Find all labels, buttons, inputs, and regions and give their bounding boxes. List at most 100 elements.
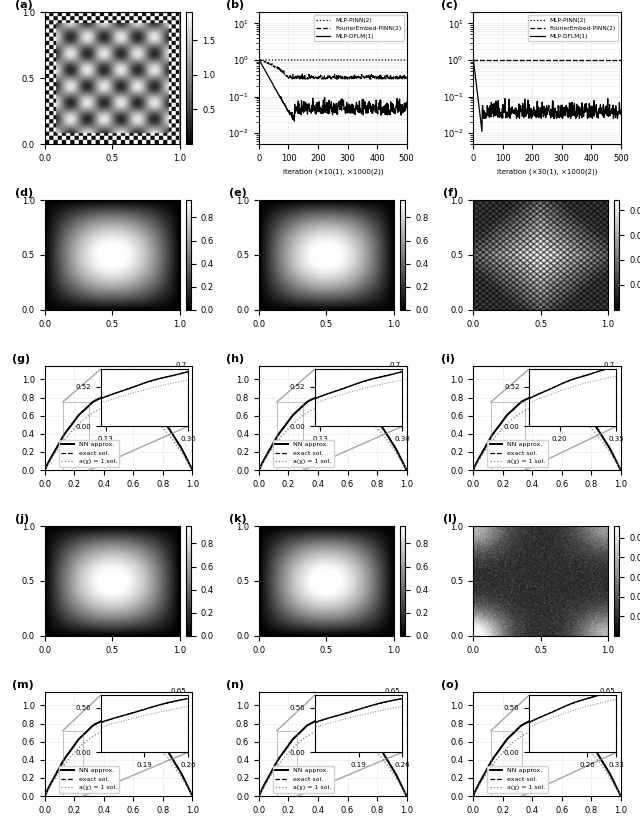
a(χ) = 1 sol.: [343, 726, 351, 736]
Text: (g): (g): [12, 354, 31, 364]
a(χ) = 1 sol.: [112, 400, 120, 410]
MLP-DFLM(1): [591, 109, 598, 119]
NN approx.: [540, 712, 547, 722]
FourierEmbed-PINN(2): [256, 54, 264, 64]
a(χ) = 1 sol.: [469, 791, 477, 801]
NN approx.: [617, 465, 625, 475]
MLP-PINN(2): [400, 55, 408, 65]
Line: exact sol.: exact sol.: [473, 716, 621, 796]
Line: exact sol.: exact sol.: [259, 393, 406, 470]
MLP-DFLM(1): [403, 97, 410, 107]
FourierEmbed-PINN(2): [549, 55, 557, 65]
exact sol.: [329, 388, 337, 398]
NN approx.: [343, 714, 351, 724]
FourierEmbed-PINN(2): [557, 55, 565, 65]
FourierEmbed-PINN(2): [255, 54, 263, 64]
a(χ) = 1 sol.: [129, 403, 137, 412]
exact sol.: [540, 711, 548, 721]
exact sol.: [540, 712, 547, 722]
exact sol.: [543, 388, 550, 398]
a(χ) = 1 sol.: [163, 427, 170, 436]
Legend: NN approx., exact sol., a(χ) = 1 sol.: NN approx., exact sol., a(χ) = 1 sol.: [59, 766, 120, 793]
exact sol.: [557, 714, 565, 724]
NN approx.: [469, 465, 477, 475]
exact sol.: [343, 714, 351, 724]
MLP-PINN(2): [255, 55, 263, 65]
FourierEmbed-PINN(2): [540, 55, 548, 65]
NN approx.: [255, 465, 263, 475]
NN approx.: [118, 388, 125, 398]
FourierEmbed-PINN(2): [398, 74, 406, 84]
Line: a(χ) = 1 sol.: a(χ) = 1 sol.: [259, 728, 406, 796]
MLP-DFLM(1): [376, 103, 384, 113]
exact sol.: [163, 744, 170, 754]
exact sol.: [255, 791, 263, 801]
a(χ) = 1 sol.: [186, 460, 193, 469]
Text: (a): (a): [15, 0, 33, 10]
NN approx.: [614, 459, 621, 469]
NN approx.: [614, 785, 621, 794]
Bar: [63, 731, 83, 796]
exact sol.: [186, 785, 193, 794]
NN approx.: [557, 391, 565, 401]
Line: exact sol.: exact sol.: [45, 393, 193, 470]
MLP-DFLM(1): [550, 106, 557, 116]
Line: a(χ) = 1 sol.: a(χ) = 1 sol.: [45, 728, 193, 796]
Bar: [276, 402, 303, 470]
MLP-DFLM(1): [335, 97, 343, 106]
MLP-PINN(2): [326, 55, 333, 65]
NN approx.: [403, 465, 410, 475]
FourierEmbed-PINN(2): [326, 72, 334, 82]
Legend: NN approx., exact sol., a(χ) = 1 sol.: NN approx., exact sol., a(χ) = 1 sol.: [273, 766, 333, 793]
a(χ) = 1 sol.: [129, 726, 137, 736]
exact sol.: [111, 389, 119, 398]
a(χ) = 1 sol.: [543, 724, 550, 733]
Line: NN approx.: NN approx.: [259, 716, 406, 796]
NN approx.: [111, 389, 119, 398]
a(χ) = 1 sol.: [540, 724, 547, 733]
a(χ) = 1 sol.: [343, 403, 351, 412]
NN approx.: [186, 459, 193, 469]
Line: a(χ) = 1 sol.: a(χ) = 1 sol.: [473, 405, 621, 470]
exact sol.: [121, 712, 129, 722]
FourierEmbed-PINN(2): [590, 55, 598, 65]
MLP-DFLM(1): [541, 111, 548, 120]
NN approx.: [41, 791, 49, 801]
MLP-DFLM(1): [557, 112, 565, 122]
NN approx.: [557, 714, 565, 724]
NN approx.: [403, 791, 410, 801]
exact sol.: [617, 465, 625, 475]
Line: a(χ) = 1 sol.: a(χ) = 1 sol.: [45, 405, 193, 470]
NN approx.: [550, 712, 557, 722]
exact sol.: [112, 711, 120, 721]
MLP-DFLM(1): [326, 100, 334, 110]
exact sol.: [41, 791, 49, 801]
Line: a(χ) = 1 sol.: a(χ) = 1 sol.: [473, 728, 621, 796]
NN approx.: [546, 388, 554, 398]
a(χ) = 1 sol.: [121, 724, 129, 733]
exact sol.: [399, 785, 407, 794]
MLP-PINN(2): [549, 55, 557, 65]
exact sol.: [335, 389, 343, 398]
a(χ) = 1 sol.: [540, 400, 547, 410]
MLP-PINN(2): [557, 55, 565, 65]
NN approx.: [326, 389, 334, 398]
MLP-DFLM(1): [470, 55, 477, 65]
exact sol.: [111, 712, 119, 722]
a(χ) = 1 sol.: [557, 403, 565, 412]
exact sol.: [469, 465, 477, 475]
exact sol.: [614, 785, 621, 794]
NN approx.: [189, 465, 196, 475]
NN approx.: [399, 459, 407, 469]
a(χ) = 1 sol.: [399, 460, 407, 469]
Bar: [276, 731, 298, 796]
FourierEmbed-PINN(2): [540, 55, 547, 65]
exact sol.: [403, 465, 410, 475]
a(χ) = 1 sol.: [376, 752, 384, 761]
MLP-PINN(2): [540, 55, 547, 65]
a(χ) = 1 sol.: [617, 465, 625, 475]
Text: (n): (n): [227, 680, 244, 690]
exact sol.: [129, 714, 137, 724]
FourierEmbed-PINN(2): [403, 73, 410, 82]
FourierEmbed-PINN(2): [335, 73, 343, 82]
